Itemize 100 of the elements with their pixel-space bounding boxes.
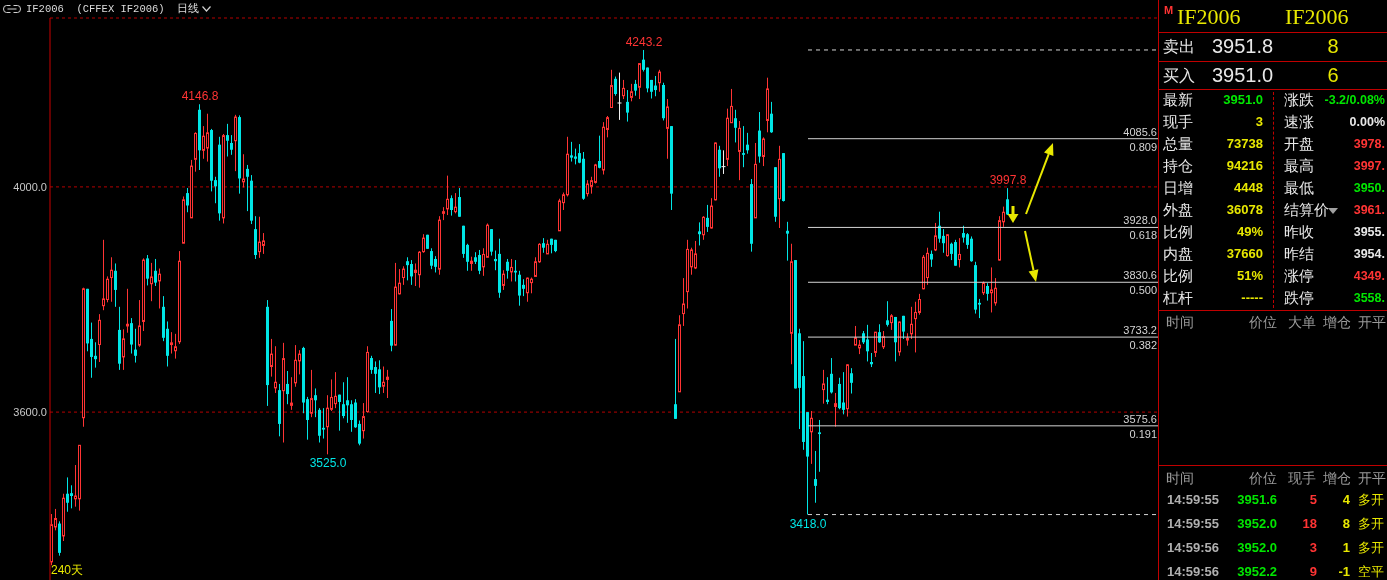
candlestick [638,62,641,100]
candlestick [102,239,105,311]
candlestick [322,407,325,440]
ref-line-label: 3928.0 [1123,214,1157,227]
candlestick [458,187,461,218]
ref-line-label: 3575.6 [1123,412,1157,425]
candlestick [938,211,941,244]
text: 3950. [1353,180,1385,196]
annotation: 0.382 [1129,339,1157,352]
text: 比例 [1163,223,1193,241]
text: 价位 [1249,469,1277,487]
candlestick [786,221,789,262]
candlestick [702,215,705,241]
text: 速涨 [1284,113,1314,131]
text: 现手 [1163,113,1193,131]
candlestick [918,293,921,316]
text: 跌停 [1284,289,1314,307]
annotation: 0.809 [1129,140,1157,153]
text: 持仓 [1163,157,1193,175]
candlestick [770,101,773,134]
candlestick [206,113,209,163]
candlestick [506,258,509,280]
text: 51% [1236,268,1263,284]
candlestick [622,79,625,100]
annotation: 3525.0 [309,456,347,471]
candlestick [818,419,821,473]
candlestick [910,306,913,340]
text: 4 [1342,492,1350,508]
text: 日增 [1163,179,1193,197]
candlestick [854,325,857,346]
candlestick [934,222,937,252]
candlestick [842,371,845,415]
candlestick [202,125,205,160]
text: 8 [1342,516,1350,532]
text: 时间 [1166,469,1194,487]
candlestick [314,387,317,418]
candlestick [94,341,97,369]
text: 37660 [1226,246,1263,262]
text: 昨结 [1284,245,1314,263]
candlestick [510,258,513,282]
candlestick [430,247,433,270]
candlestick [721,149,726,175]
candlestick [258,216,261,259]
candlestick [994,277,997,307]
candlestick [146,254,149,286]
annotation: 3418.0 [789,516,827,531]
candlestick [422,233,425,254]
text: 3951.0 [1223,92,1263,108]
candlestick [866,324,869,362]
text: 3951.8 [1212,34,1274,58]
annotation: 240天 [51,563,84,577]
text: 现手 [1288,469,1316,487]
text: 增仓 [1323,313,1351,331]
candlestick [970,235,973,263]
text: 3 [1309,540,1317,556]
candlestick [874,331,877,358]
text: 涨停 [1284,267,1314,285]
text: 3952.0 [1237,516,1277,532]
candlestick [402,265,405,286]
text: 3951.6 [1237,492,1277,508]
candlestick [617,72,622,121]
candlestick [294,344,297,388]
candlestick [350,399,353,433]
text: 多开 [1358,492,1384,508]
candlestick [374,360,377,394]
candlestick [450,194,453,217]
text: 6 [1327,63,1339,87]
annotation: 3997.8 [989,173,1027,188]
text: 最高 [1284,157,1314,175]
text: 14:59:55 [1167,492,1220,508]
annotation: 0.500 [1129,284,1157,297]
text: -1 [1338,564,1350,580]
annotation: 0.618 [1129,229,1157,242]
candlestick [942,228,945,254]
candlestick [834,392,837,428]
text: 多开 [1358,516,1384,532]
candlestick [262,232,265,255]
text: 36078 [1226,202,1263,218]
text: 开平 [1358,313,1386,331]
candlestick [106,275,109,303]
candlestick [242,153,245,188]
ref-line-label: 4085.6 [1123,125,1157,138]
candlestick [346,376,349,424]
text: 4448 [1234,180,1263,196]
candlestick [286,370,289,405]
candlestick [158,268,161,310]
candlestick [762,136,765,167]
text: 8 [1327,34,1339,58]
text: 3952.2 [1237,564,1277,580]
candlestick [526,277,529,303]
candlestick [246,164,249,212]
candlestick [850,367,853,395]
text: 9 [1309,564,1317,580]
text: 3997. [1353,158,1385,174]
candlestick [946,233,949,258]
text: 3952.0 [1237,540,1277,556]
text: 14:59:55 [1167,516,1220,532]
text: 外盘 [1163,201,1193,219]
candlestick [134,328,137,364]
text: 1 [1342,540,1350,556]
